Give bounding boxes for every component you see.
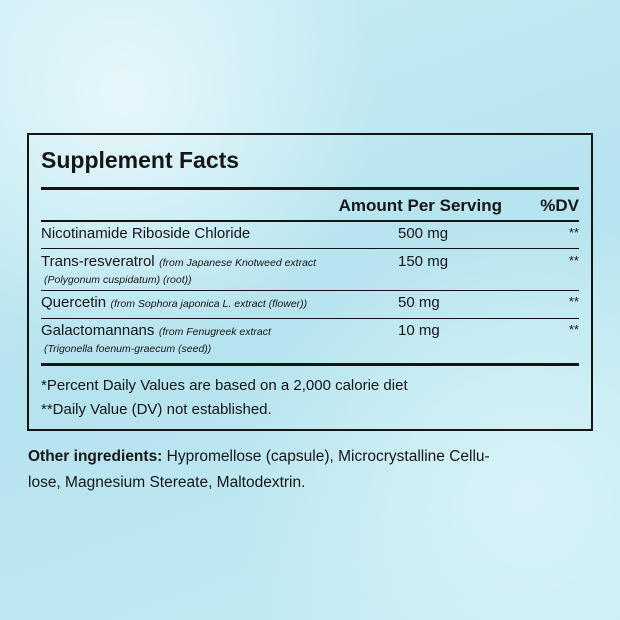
- rule: [41, 318, 579, 319]
- amount: 500 mg: [398, 225, 449, 242]
- ingredient-name: Trans-resveratrol: [41, 253, 155, 270]
- footnote: *Percent Daily Values are based on a 2,0…: [41, 377, 408, 394]
- amount: 150 mg: [398, 253, 449, 270]
- thick-rule: [41, 187, 579, 190]
- row-name-line: Trans-resveratrol (from Japanese Knotwee…: [41, 253, 316, 271]
- daily-value: **: [568, 225, 579, 240]
- column-header: Amount Per Serving: [338, 196, 502, 215]
- label: Other ingredients:: [28, 448, 163, 465]
- daily-value: **: [568, 294, 579, 309]
- amount: 10 mg: [398, 322, 440, 339]
- daily-value: **: [568, 253, 579, 268]
- facts-panel: [27, 133, 593, 431]
- ingredient-note: (Polygonum cuspidatum) (root)): [44, 274, 192, 286]
- ingredient-note: (from Japanese Knotweed extract: [159, 257, 317, 269]
- rule: [41, 248, 579, 249]
- column-header: %DV: [540, 196, 579, 215]
- text: Hypromellose (capsule), Microcrystalline…: [166, 448, 490, 465]
- row-name-line: Nicotinamide Riboside Chloride: [41, 225, 250, 243]
- footnote: **Daily Value (DV) not established.: [41, 401, 272, 418]
- row-name-line: Galactomannans (from Fenugreek extract: [41, 322, 271, 340]
- text: lose, Magnesium Stereate, Maltodextrin.: [28, 474, 306, 491]
- other-ingredients: Other ingredients: Hypromellose (capsule…: [28, 444, 490, 496]
- ingredient-name: Nicotinamide Riboside Chloride: [41, 225, 251, 242]
- thick-rule: [41, 363, 579, 366]
- ingredient-note: (from Sophora japonica L. extract (flowe…: [110, 298, 308, 310]
- amount: 50 mg: [398, 294, 440, 311]
- ingredient-note: (Trigonella foenum-graecum (seed)): [44, 343, 212, 355]
- row-name-line: Quercetin (from Sophora japonica L. extr…: [41, 294, 307, 312]
- title: Supplement Facts: [41, 147, 240, 173]
- rule: [41, 290, 579, 291]
- ingredient-name: Galactomannans: [41, 322, 155, 339]
- daily-value: **: [568, 322, 579, 337]
- rule: [41, 220, 579, 222]
- ingredient-note: (from Fenugreek extract: [158, 326, 271, 338]
- ingredient-name: Quercetin: [41, 294, 107, 311]
